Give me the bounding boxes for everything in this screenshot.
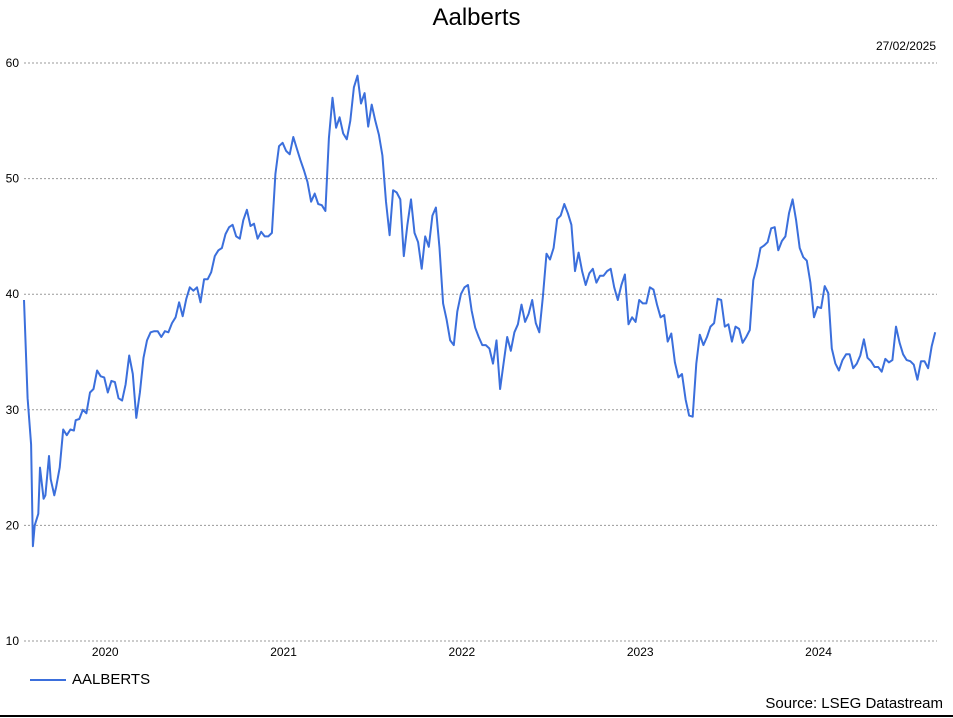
y-axis-ticks: 10 20 30 40 50 60 [6, 56, 20, 648]
legend-label: AALBERTS [72, 671, 151, 688]
x-tick-label: 2022 [449, 645, 476, 659]
x-tick-label: 2024 [805, 645, 832, 659]
y-tick-label: 50 [6, 172, 20, 186]
gridlines [24, 62, 937, 642]
chart-title: Aalberts [432, 4, 521, 31]
y-tick-label: 60 [6, 56, 20, 70]
series-line-aalberts [23, 74, 937, 548]
x-tick-label: 2020 [92, 645, 119, 659]
source-note: Source: LSEG Datastream [765, 695, 943, 712]
y-tick-label: 10 [6, 634, 20, 648]
x-tick-label: 2021 [270, 645, 297, 659]
legend-swatch [30, 678, 66, 681]
y-tick-label: 20 [6, 518, 20, 532]
y-tick-label: 40 [6, 287, 20, 301]
x-tick-label: 2023 [627, 645, 654, 659]
series-layer [23, 74, 937, 548]
chart-date: 27/02/2025 [875, 39, 936, 53]
bottom-rule [0, 715, 953, 717]
legend: AALBERTS [30, 671, 150, 688]
y-tick-label: 30 [6, 403, 20, 417]
x-axis-ticks: 2020 2021 2022 2023 2024 [92, 645, 832, 659]
